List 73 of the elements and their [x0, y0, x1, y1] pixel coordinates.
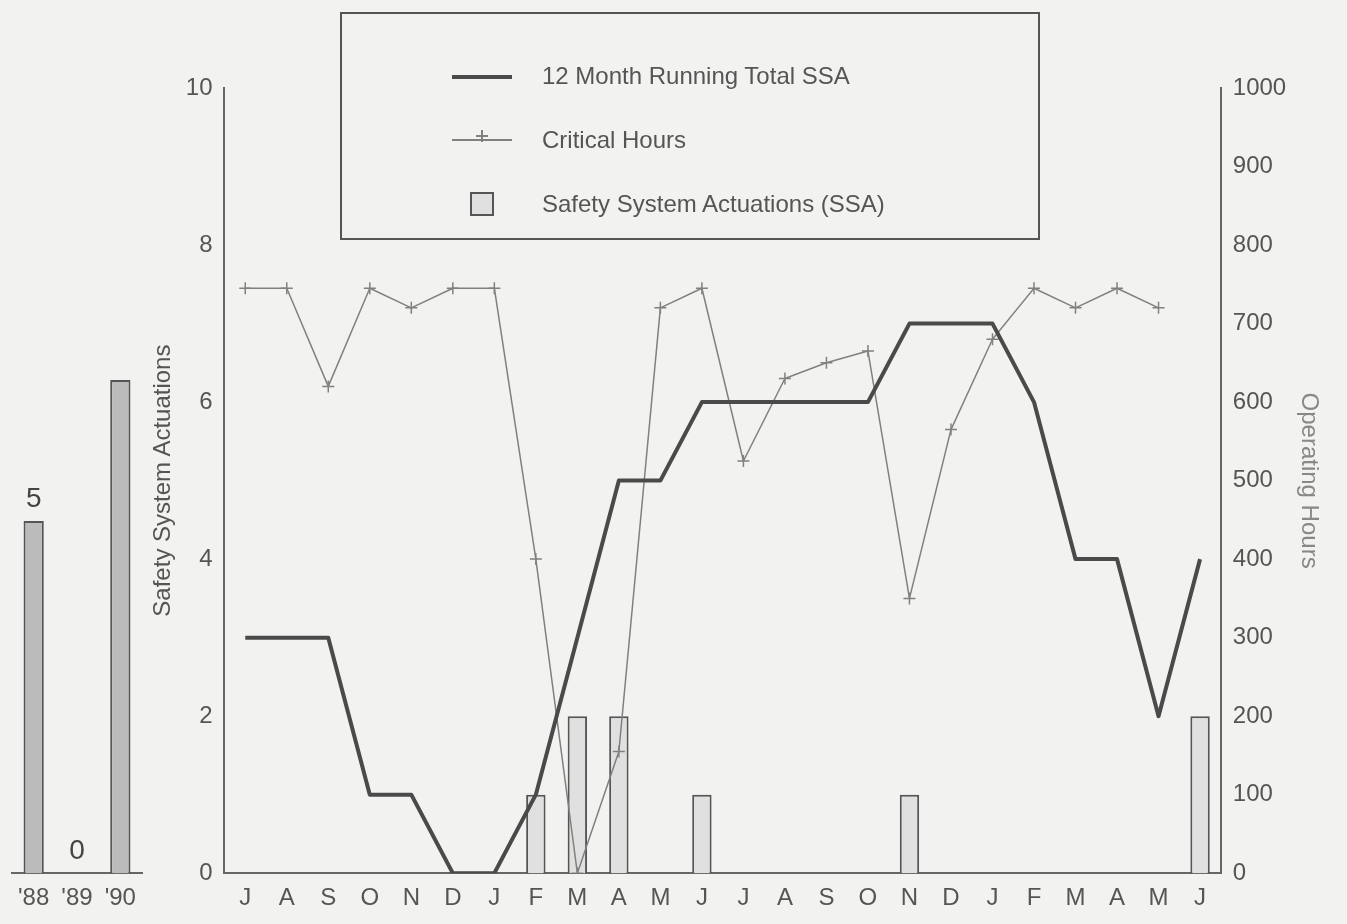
x-tick-label: J [1194, 883, 1207, 911]
y-tick-label: 2 [199, 700, 213, 728]
x-tick-label: A [1109, 883, 1126, 911]
y-axis-title: Safety System Actuations [148, 344, 176, 617]
x-tick-label: O [360, 883, 380, 911]
y2-tick-label: 100 [1232, 779, 1273, 807]
x-tick-label: A [610, 883, 627, 911]
point [902, 591, 917, 606]
x-tick-label: J [986, 883, 999, 911]
x-tick-label: M [1065, 883, 1086, 911]
legend-label: 12 Month Running Total SSA [542, 62, 850, 90]
point [1027, 281, 1041, 295]
point [321, 379, 336, 394]
x-tick-label: S [818, 883, 835, 911]
x-tick-label: J [488, 883, 501, 911]
x-tick-label: '89 [61, 883, 93, 911]
y-tick-label: 8 [199, 229, 213, 257]
x-tick-label: A [278, 883, 295, 911]
point [985, 332, 1000, 347]
y-tick-label: 0 [199, 857, 213, 885]
point [404, 301, 419, 315]
y2-tick-label: 0 [1232, 857, 1247, 885]
y2-tick-label: 600 [1232, 386, 1273, 414]
point [238, 281, 252, 295]
point [529, 552, 543, 566]
y2-tick-label: 300 [1232, 622, 1273, 650]
point [280, 281, 294, 295]
point [612, 744, 626, 759]
x-tick-label: M [650, 883, 671, 911]
y2-tick-label: 700 [1232, 308, 1273, 336]
y2-tick-label: 1000 [1232, 72, 1287, 100]
data-label: 5 [25, 481, 42, 513]
data-label: 0 [69, 833, 85, 865]
x-tick-label: O [858, 883, 878, 911]
x-tick-label: '90 [104, 883, 136, 911]
y2-axis-title: Operating Hours [1296, 392, 1324, 569]
point [861, 344, 875, 358]
point [363, 281, 377, 295]
x-tick-label: J [239, 883, 252, 911]
y2-tick-label: 200 [1232, 700, 1273, 728]
point [736, 454, 751, 468]
point [1110, 281, 1124, 295]
point [819, 356, 834, 370]
x-tick-label: N [900, 883, 919, 911]
point [653, 301, 668, 315]
point [778, 371, 792, 386]
x-tick-label: F [528, 883, 544, 911]
y-tick-label: 10 [185, 72, 213, 100]
y-tick-label: 4 [199, 543, 213, 571]
point [944, 422, 958, 437]
legend-label: Safety System Actuations (SSA) [542, 190, 885, 218]
y-tick-label: 6 [199, 386, 213, 414]
x-tick-label: M [1148, 883, 1169, 911]
point [1068, 301, 1083, 315]
y2-tick-label: 500 [1232, 465, 1273, 493]
x-tick-label: D [444, 883, 462, 911]
y2-tick-label: 800 [1232, 229, 1273, 257]
point [695, 281, 709, 295]
x-tick-label: F [1026, 883, 1042, 911]
x-tick-label: D [942, 883, 960, 911]
point [446, 281, 460, 295]
x-tick-label: A [776, 883, 793, 911]
legend-label: Critical Hours [542, 126, 687, 154]
point [1151, 301, 1166, 315]
x-tick-label: M [567, 883, 588, 911]
y2-tick-label: 400 [1232, 543, 1273, 571]
x-tick-label: J [695, 883, 708, 911]
x-tick-label: S [320, 883, 337, 911]
y2-tick-label: 900 [1232, 151, 1273, 179]
x-tick-label: J [737, 883, 750, 911]
x-tick-label: N [402, 883, 420, 911]
x-tick-label: '88 [18, 883, 50, 911]
point [487, 281, 502, 295]
